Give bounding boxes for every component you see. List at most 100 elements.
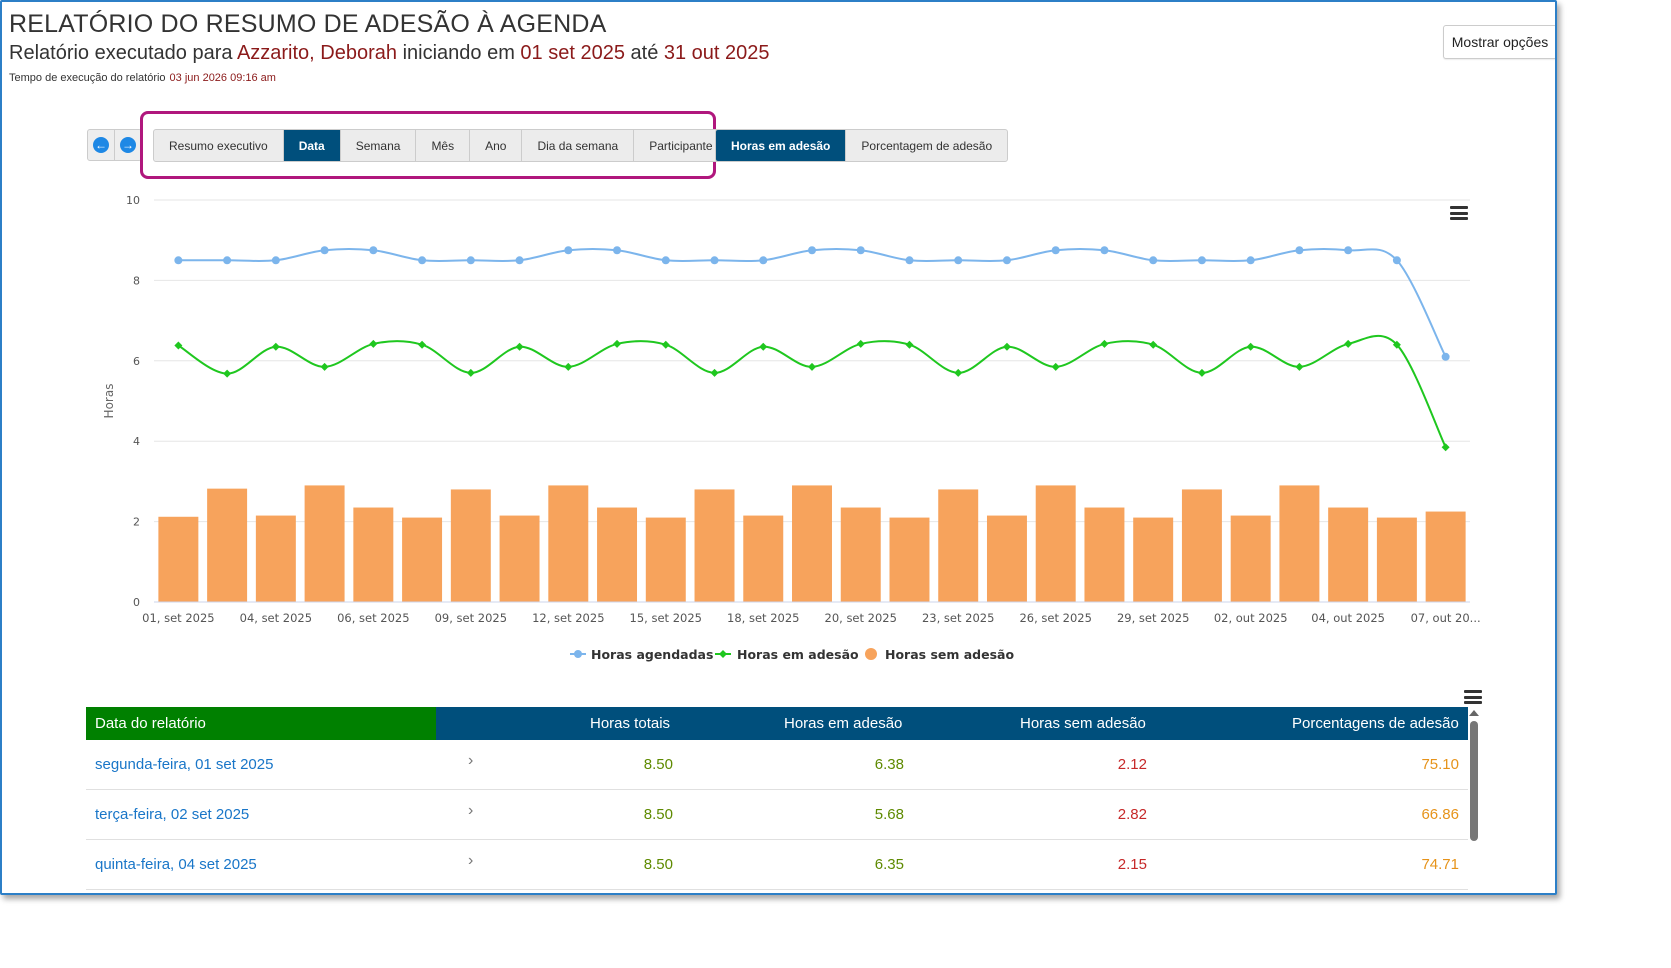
x-tick-label: 29, set 2025 (1117, 611, 1189, 625)
point-horas-agendadas (1295, 246, 1304, 255)
bar-horas-sem-adesao (986, 515, 1027, 602)
scroll-up-arrow-icon[interactable] (1469, 710, 1479, 716)
bar-horas-sem-adesao (402, 517, 443, 602)
y-tick-label: 0 (133, 596, 140, 609)
bar-horas-sem-adesao (743, 515, 784, 602)
metric-tabs: Horas em adesão Porcentagem de adesão (715, 129, 1009, 162)
y-tick-label: 10 (126, 194, 140, 207)
row-total-hours: 8.50 (643, 856, 673, 873)
point-horas-em-adesao (1295, 362, 1304, 371)
table-row[interactable]: segunda-feira, 01 set 2025 › 8.50 6.38 2… (86, 740, 1468, 790)
point-horas-em-adesao (856, 339, 865, 348)
point-horas-agendadas (564, 246, 573, 255)
report-subtitle: Relatório executado para Azzarito, Debor… (9, 42, 770, 65)
header-report-date[interactable]: Data do relatório (86, 707, 436, 740)
bar-horas-sem-adesao (1035, 485, 1076, 602)
row-date-link[interactable]: quinta-feira, 04 set 2025 (95, 856, 257, 873)
chevron-right-icon[interactable]: › (468, 802, 474, 819)
table-menu-icon[interactable] (1464, 690, 1482, 704)
legend-label[interactable]: Horas agendadas (591, 647, 713, 662)
show-options-button[interactable]: Mostrar opções (1443, 25, 1555, 59)
legend-marker-icon (865, 648, 877, 660)
tab-resumo-executivo[interactable]: Resumo executivo (154, 130, 284, 161)
header-total-hours[interactable]: Horas totais (590, 715, 671, 732)
point-horas-agendadas (759, 256, 768, 265)
point-horas-agendadas (369, 246, 378, 255)
bar-horas-sem-adesao (1279, 485, 1320, 602)
header-adherence-percentage[interactable]: Porcentagens de adesão (1292, 715, 1459, 732)
tab-porcentagem-de-adesao[interactable]: Porcentagem de adesão (861, 138, 993, 153)
point-horas-em-adesao (418, 340, 427, 349)
line-horas-em-adesao (177, 334, 1447, 448)
row-non-adherent-hours: 2.82 (1117, 806, 1147, 823)
point-horas-em-adesao (1441, 443, 1450, 452)
point-horas-em-adesao (320, 362, 329, 371)
bar-horas-sem-adesao (938, 489, 979, 602)
point-horas-agendadas (466, 256, 475, 265)
point-horas-agendadas (174, 256, 183, 265)
table-header: Data do relatório Horas totais Horas em … (86, 707, 1468, 740)
point-horas-agendadas (808, 246, 816, 255)
view-tabs: Resumo executivo Data Semana Mês Ano Dia… (153, 129, 729, 162)
table-header-metrics: Horas totais Horas em adesão Horas sem a… (436, 707, 1468, 740)
y-tick-label: 8 (133, 274, 140, 287)
tab-data[interactable]: Data (283, 130, 341, 161)
point-horas-em-adesao (954, 368, 963, 377)
bar-horas-sem-adesao (645, 517, 686, 602)
report-table: Data do relatório Horas totais Horas em … (86, 707, 1468, 890)
tab-semana[interactable]: Semana (341, 130, 417, 161)
next-button[interactable]: → (114, 130, 141, 160)
point-horas-em-adesao (905, 340, 914, 349)
x-tick-label: 26, set 2025 (1019, 611, 1091, 625)
point-horas-agendadas (1149, 256, 1158, 265)
chevron-right-icon[interactable]: › (468, 752, 474, 769)
chart-menu-icon[interactable] (1450, 206, 1468, 220)
row-non-adherent-hours: 2.12 (1117, 756, 1147, 773)
table-row[interactable]: terça-feira, 02 set 2025 › 8.50 5.68 2.8… (86, 790, 1468, 840)
x-tick-label: 04, set 2025 (240, 611, 312, 625)
legend-label[interactable]: Horas sem adesão (885, 647, 1014, 662)
bar-horas-sem-adesao (304, 485, 345, 602)
point-horas-em-adesao (1344, 339, 1353, 348)
end-date: 31 out 2025 (663, 42, 770, 64)
bar-horas-sem-adesao (450, 489, 491, 602)
point-horas-em-adesao (369, 339, 378, 348)
x-tick-label: 23, set 2025 (922, 611, 994, 625)
tab-mes[interactable]: Mês (416, 130, 471, 161)
point-horas-em-adesao (710, 368, 719, 377)
point-horas-em-adesao (1002, 342, 1011, 351)
bar-horas-sem-adesao (1328, 507, 1369, 602)
bar-horas-sem-adesao (207, 488, 248, 602)
page-title: RELATÓRIO DO RESUMO DE ADESÃO À AGENDA (9, 10, 607, 38)
tab-ano[interactable]: Ano (470, 130, 523, 161)
bar-horas-sem-adesao (158, 516, 199, 602)
header-non-adherent-hours[interactable]: Horas sem adesão (1020, 715, 1146, 732)
tab-horas-em-adesao[interactable]: Horas em adesão (716, 130, 847, 161)
row-date-link[interactable]: terça-feira, 02 set 2025 (95, 806, 250, 823)
point-horas-em-adesao (759, 342, 768, 351)
chevron-right-icon[interactable]: › (468, 852, 474, 869)
bar-horas-sem-adesao (1425, 511, 1466, 602)
x-tick-label: 07, out 20... (1411, 611, 1481, 625)
point-horas-agendadas (1100, 246, 1109, 255)
point-horas-agendadas (856, 246, 865, 255)
table-row[interactable]: quinta-feira, 04 set 2025 › 8.50 6.35 2.… (86, 840, 1468, 890)
tab-dia-da-semana[interactable]: Dia da semana (522, 130, 635, 161)
point-horas-em-adesao (661, 340, 670, 349)
point-horas-agendadas (1002, 256, 1011, 265)
point-horas-agendadas (954, 256, 963, 265)
point-horas-em-adesao (271, 342, 280, 351)
line-horas-agendadas (178, 247, 1447, 358)
start-date: 01 set 2025 (520, 42, 625, 64)
x-tick-label: 02, out 2025 (1214, 611, 1288, 625)
header-adherent-hours[interactable]: Horas em adesão (784, 715, 903, 732)
x-tick-label: 12, set 2025 (532, 611, 604, 625)
row-date-link[interactable]: segunda-feira, 01 set 2025 (95, 756, 274, 773)
legend-label[interactable]: Horas em adesão (737, 647, 859, 662)
point-horas-agendadas (1344, 246, 1353, 255)
tab-participante[interactable]: Participante (649, 138, 713, 153)
legend-marker-icon (574, 650, 582, 658)
previous-button[interactable]: ← (88, 130, 114, 160)
table-scrollbar[interactable] (1470, 721, 1478, 841)
x-tick-label: 20, set 2025 (825, 611, 897, 625)
